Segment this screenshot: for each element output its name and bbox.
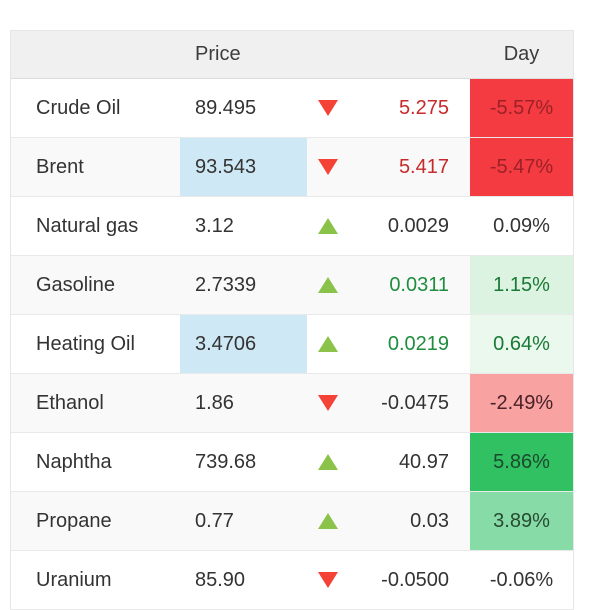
up-triangle-icon <box>318 513 338 529</box>
table-row[interactable]: Heating Oil 3.4706 0.0219 0.64% <box>11 315 573 374</box>
change-value: 0.03 <box>410 509 449 532</box>
change-value: -0.0475 <box>381 391 449 414</box>
down-triangle-icon <box>318 100 338 116</box>
commodities-table: Price Day Crude Oil 89.495 5.275 -5.57% … <box>10 30 574 610</box>
commodity-name[interactable]: Ethanol <box>36 391 104 414</box>
day-percent-badge: 5.86% <box>470 433 573 491</box>
header-price: Price <box>195 43 241 65</box>
day-percent-badge: 1.15% <box>470 256 573 314</box>
table-row[interactable]: Gasoline 2.7339 0.0311 1.15% <box>11 256 573 315</box>
change-cell: -0.0475 <box>307 374 470 432</box>
change-cell: 0.0219 <box>307 315 470 373</box>
up-triangle-icon <box>318 336 338 352</box>
commodity-name[interactable]: Brent <box>36 155 84 178</box>
up-triangle-icon <box>318 454 338 470</box>
day-percent-badge: 3.89% <box>470 492 573 550</box>
commodity-name[interactable]: Uranium <box>36 568 112 591</box>
table-body: Crude Oil 89.495 5.275 -5.57% Brent 93.5… <box>11 79 573 610</box>
header-change <box>307 31 470 78</box>
price-value: 93.543 <box>180 138 307 196</box>
up-triangle-icon <box>318 218 338 234</box>
price-value: 0.77 <box>195 509 234 532</box>
commodity-name[interactable]: Gasoline <box>36 273 115 296</box>
down-triangle-icon <box>318 159 338 175</box>
down-triangle-icon <box>318 572 338 588</box>
change-cell: -0.0500 <box>307 551 470 609</box>
commodity-name[interactable]: Propane <box>36 509 112 532</box>
change-cell: 40.97 <box>307 433 470 491</box>
change-cell: 0.03 <box>307 492 470 550</box>
day-percent-badge: -5.57% <box>470 79 573 137</box>
table-row[interactable]: Natural gas 3.12 0.0029 0.09% <box>11 197 573 256</box>
day-percent-badge: -5.47% <box>470 138 573 196</box>
change-cell: 0.0311 <box>307 256 470 314</box>
change-cell: 5.417 <box>307 138 470 196</box>
price-value: 89.495 <box>195 96 257 119</box>
commodity-name[interactable]: Crude Oil <box>36 96 121 119</box>
price-value: 85.90 <box>195 568 246 591</box>
table-row[interactable]: Uranium 85.90 -0.0500 -0.06% <box>11 551 573 610</box>
down-triangle-icon <box>318 395 338 411</box>
change-cell: 0.0029 <box>307 197 470 255</box>
header-commodity <box>11 31 180 78</box>
table-header-row: Price Day <box>11 31 573 79</box>
table-row[interactable]: Crude Oil 89.495 5.275 -5.57% <box>11 79 573 138</box>
commodity-name[interactable]: Naphtha <box>36 450 112 473</box>
day-percent-badge: 0.64% <box>470 315 573 373</box>
table-row[interactable]: Propane 0.77 0.03 3.89% <box>11 492 573 551</box>
change-value: 0.0219 <box>387 332 449 355</box>
commodity-name[interactable]: Natural gas <box>36 214 139 237</box>
day-percent-badge: 0.09% <box>493 214 550 237</box>
change-cell: 5.275 <box>307 79 470 137</box>
table-row[interactable]: Naphtha 739.68 40.97 5.86% <box>11 433 573 492</box>
header-day: Day <box>503 43 540 65</box>
change-value: 5.275 <box>398 96 449 119</box>
day-percent-badge: -2.49% <box>470 374 573 432</box>
change-value: 40.97 <box>398 450 449 473</box>
price-value: 3.4706 <box>180 315 307 373</box>
change-value: -0.0500 <box>381 568 449 591</box>
price-value: 3.12 <box>195 214 234 237</box>
up-triangle-icon <box>318 277 338 293</box>
change-value: 0.0311 <box>389 273 449 296</box>
commodity-name[interactable]: Heating Oil <box>36 332 135 355</box>
price-value: 1.86 <box>195 391 234 414</box>
table-row[interactable]: Brent 93.543 5.417 -5.47% <box>11 138 573 197</box>
price-value: 2.7339 <box>195 273 257 296</box>
day-percent-badge: -0.06% <box>489 568 554 591</box>
change-value: 5.417 <box>398 155 449 178</box>
price-value: 739.68 <box>195 450 257 473</box>
change-value: 0.0029 <box>387 214 449 237</box>
table-row[interactable]: Ethanol 1.86 -0.0475 -2.49% <box>11 374 573 433</box>
